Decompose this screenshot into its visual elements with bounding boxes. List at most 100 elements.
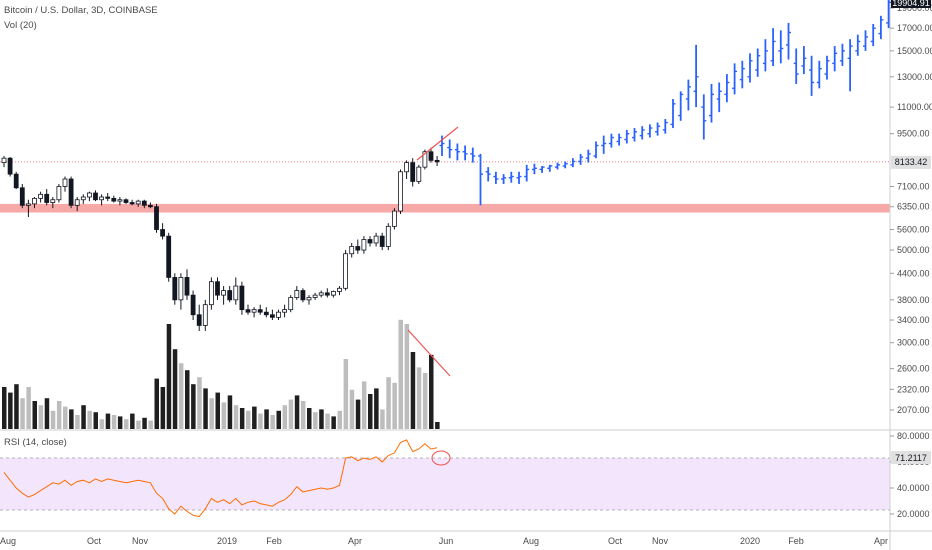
volume-bar[interactable] bbox=[117, 416, 123, 429]
candle[interactable] bbox=[7, 157, 13, 175]
candle[interactable] bbox=[44, 193, 50, 203]
candle[interactable] bbox=[56, 186, 62, 201]
candle[interactable] bbox=[233, 285, 239, 301]
volume-bar[interactable] bbox=[105, 413, 111, 429]
volume-bar[interactable] bbox=[215, 392, 221, 429]
volume-bar[interactable] bbox=[111, 415, 117, 429]
candle[interactable] bbox=[105, 196, 111, 199]
volume-bar[interactable] bbox=[264, 409, 269, 429]
volume-bar[interactable] bbox=[203, 388, 208, 429]
volume-bar[interactable] bbox=[14, 384, 19, 429]
candle[interactable] bbox=[349, 246, 355, 255]
candle[interactable] bbox=[190, 294, 196, 316]
candle[interactable] bbox=[263, 311, 269, 316]
candle[interactable] bbox=[19, 187, 25, 206]
volume-bar[interactable] bbox=[130, 413, 135, 429]
candle[interactable] bbox=[208, 281, 214, 306]
volume-bar[interactable] bbox=[258, 413, 263, 429]
volume-bar[interactable] bbox=[337, 410, 343, 429]
candle[interactable] bbox=[422, 151, 428, 168]
volume-bar[interactable] bbox=[75, 415, 80, 429]
volume-bar[interactable] bbox=[422, 373, 428, 429]
volume-bar[interactable] bbox=[404, 324, 410, 429]
volume-bar[interactable] bbox=[50, 410, 56, 429]
candle[interactable] bbox=[135, 200, 141, 205]
candle[interactable] bbox=[87, 192, 92, 198]
candle[interactable] bbox=[160, 229, 166, 237]
volume-bar[interactable] bbox=[8, 392, 13, 429]
volume-bar[interactable] bbox=[361, 381, 367, 429]
candle[interactable] bbox=[62, 178, 68, 187]
candle[interactable] bbox=[147, 204, 153, 208]
candle[interactable] bbox=[99, 196, 104, 201]
candle[interactable] bbox=[269, 314, 275, 318]
candle[interactable] bbox=[251, 309, 257, 313]
volume-bar[interactable] bbox=[294, 395, 300, 429]
candle[interactable] bbox=[312, 294, 318, 298]
candle[interactable] bbox=[276, 311, 281, 318]
volume-bar[interactable] bbox=[288, 399, 294, 429]
volume-bar[interactable] bbox=[282, 405, 288, 429]
candle[interactable] bbox=[178, 277, 184, 301]
candle[interactable] bbox=[202, 304, 208, 326]
volume-bar[interactable] bbox=[392, 382, 397, 429]
candle[interactable] bbox=[434, 159, 440, 163]
volume-bar[interactable] bbox=[99, 419, 105, 429]
volume-bar[interactable] bbox=[221, 402, 227, 429]
candle[interactable] bbox=[117, 199, 123, 202]
candle[interactable] bbox=[330, 291, 336, 296]
volume-bar[interactable] bbox=[246, 410, 251, 429]
volume-bar[interactable] bbox=[386, 377, 391, 429]
volume-bar[interactable] bbox=[93, 412, 99, 429]
volume-bar[interactable] bbox=[2, 387, 7, 429]
volume-bar[interactable] bbox=[349, 389, 355, 429]
volume-bar[interactable] bbox=[227, 395, 233, 429]
volume-bar[interactable] bbox=[313, 412, 318, 429]
candle[interactable] bbox=[239, 285, 245, 311]
candle[interactable] bbox=[38, 193, 43, 199]
candle[interactable] bbox=[68, 178, 74, 206]
candle[interactable] bbox=[282, 309, 288, 313]
volume-bar[interactable] bbox=[355, 399, 361, 429]
volume-bar[interactable] bbox=[44, 398, 50, 429]
candle[interactable] bbox=[367, 239, 373, 244]
volume-bar[interactable] bbox=[429, 354, 434, 429]
candle[interactable] bbox=[404, 162, 410, 173]
volume-bar[interactable] bbox=[276, 410, 282, 429]
volume-bar[interactable] bbox=[368, 394, 373, 429]
candle[interactable] bbox=[257, 309, 263, 313]
rsi-highlight-circle[interactable] bbox=[431, 450, 451, 466]
volume-bar[interactable] bbox=[191, 384, 196, 429]
candle[interactable] bbox=[379, 235, 385, 247]
candle[interactable] bbox=[172, 277, 178, 301]
candle[interactable] bbox=[50, 199, 56, 203]
candle[interactable] bbox=[428, 151, 434, 161]
volume-bar[interactable] bbox=[325, 413, 330, 429]
candle[interactable] bbox=[391, 210, 397, 227]
candle[interactable] bbox=[74, 199, 80, 206]
volume-bar[interactable] bbox=[69, 409, 74, 429]
candle[interactable] bbox=[306, 297, 312, 301]
candle[interactable] bbox=[154, 206, 159, 230]
volume-bar[interactable] bbox=[185, 370, 190, 429]
volume-bar[interactable] bbox=[300, 401, 306, 429]
volume-bar[interactable] bbox=[63, 406, 68, 429]
candle[interactable] bbox=[221, 290, 227, 296]
volume-bar[interactable] bbox=[20, 398, 25, 429]
volume-bar[interactable] bbox=[374, 388, 379, 429]
candle[interactable] bbox=[361, 239, 367, 251]
candle[interactable] bbox=[215, 281, 220, 296]
volume-bar[interactable] bbox=[87, 410, 92, 429]
candle[interactable] bbox=[398, 171, 403, 212]
volume-bar[interactable] bbox=[124, 419, 129, 429]
volume-bar[interactable] bbox=[32, 401, 38, 429]
price-trendline[interactable] bbox=[416, 126, 459, 161]
volume-bar[interactable] bbox=[81, 405, 86, 429]
candle[interactable] bbox=[166, 235, 172, 278]
candle[interactable] bbox=[294, 290, 300, 298]
candle[interactable] bbox=[410, 162, 416, 182]
candle[interactable] bbox=[337, 287, 342, 292]
volume-bar[interactable] bbox=[343, 359, 349, 429]
time-axis[interactable]: Aug Oct Nov 2019 Feb Apr Jun Aug Oct Nov 2020 Feb Ap… bbox=[0, 536, 888, 546]
